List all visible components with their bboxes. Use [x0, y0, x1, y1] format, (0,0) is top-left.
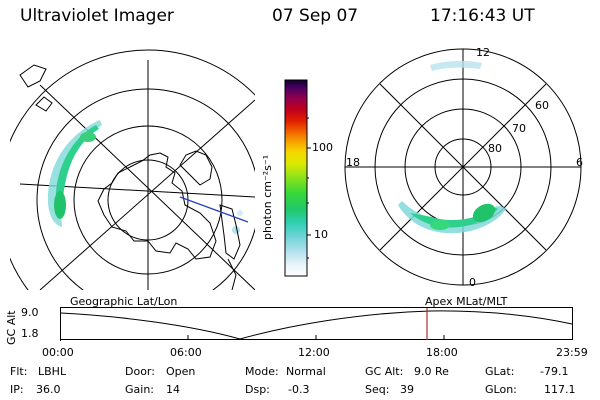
mlat-label-70: 70 [512, 122, 526, 135]
aurora-oval [398, 60, 506, 234]
colorbar-tick-10: 10 [314, 228, 328, 241]
flt-value: LBHL [38, 365, 67, 378]
time-tick-1200: 12:00 [298, 346, 330, 359]
seq-label: Seq: [365, 383, 390, 396]
glon-label: GLon: [485, 383, 517, 396]
door-value: Open [166, 365, 196, 378]
ip-value: 36.0 [36, 383, 61, 396]
satellite-track [179, 196, 249, 223]
time-tick-1800: 18:00 [426, 346, 458, 359]
time-tick-0600: 06:00 [170, 346, 202, 359]
mlt-label-6: 6 [576, 156, 583, 169]
mlt-label-12: 12 [476, 46, 490, 59]
mlt-label-0: 0 [469, 276, 476, 289]
glat-label: GLat: [485, 365, 515, 378]
altitude-tick-9: 9.0 [21, 306, 39, 319]
seq-value: 39 [400, 383, 414, 396]
coastline [19, 64, 241, 290]
gain-label: Gain: [125, 383, 154, 396]
colorbar-tick-100: 100 [312, 141, 333, 154]
geographic-map [10, 49, 255, 290]
mode-label: Mode: [245, 365, 279, 378]
colorbar-unit-label: photon cm⁻²s⁻¹ [261, 154, 274, 240]
door-label: Door: [125, 365, 155, 378]
flt-label: Flt: [10, 365, 28, 378]
mlat-label-80: 80 [488, 142, 502, 155]
glon-value: 117.1 [544, 383, 576, 396]
altitude-tick-1-8: 1.8 [21, 327, 39, 340]
geo-map-caption: Geographic Lat/Lon [70, 295, 178, 308]
gain-value: 14 [166, 383, 180, 396]
gcalt-value: 9.0 Re [414, 365, 449, 378]
time-tick-2359: 23:59 [556, 346, 588, 359]
time-tick-0000: 00:00 [42, 346, 74, 359]
ip-label: IP: [10, 383, 24, 396]
time-label: 17:16:43 UT [430, 6, 535, 26]
gcalt-label: GC Alt: [365, 365, 404, 378]
polar-map-caption: Apex MLat/MLT [425, 295, 508, 308]
mlat-label-60: 60 [535, 99, 549, 112]
dsp-label: Dsp: [245, 383, 270, 396]
glat-value: -79.1 [540, 365, 569, 378]
dsp-value: -0.3 [288, 383, 310, 396]
altitude-axis-label: GC Alt [5, 310, 18, 345]
mode-value: Normal [286, 365, 326, 378]
aurora-emission [47, 120, 243, 234]
colorbar [284, 79, 311, 277]
mlt-label-18: 18 [346, 156, 360, 169]
polar-map [344, 48, 582, 286]
altitude-plot [60, 307, 573, 341]
instrument-title: Ultraviolet Imager [20, 6, 174, 26]
date-label: 07 Sep 07 [272, 6, 359, 26]
